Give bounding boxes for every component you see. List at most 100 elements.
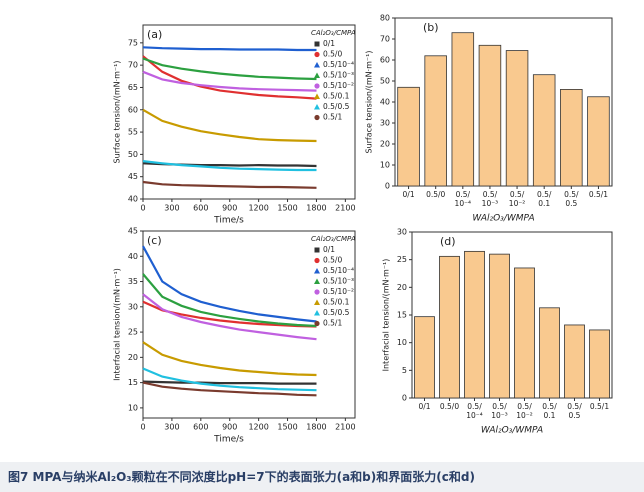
x-tick-label: 2100 xyxy=(335,204,355,213)
bar xyxy=(505,50,529,187)
legend-marker xyxy=(314,320,320,327)
y-tick-label: 20 xyxy=(380,140,390,149)
y-tick-label: 70 xyxy=(380,35,390,44)
series-line xyxy=(142,108,317,143)
bar xyxy=(539,307,560,399)
x-tick-label: 0.5/ xyxy=(542,402,557,411)
legend-label: 0.5/0.1 xyxy=(323,298,350,307)
y-axis-label: Surface tension/(mN·m⁻¹) xyxy=(113,61,122,164)
x-axis-label: WAl₂O₃/WMPA xyxy=(472,214,534,224)
y-tick-label: 60 xyxy=(128,105,138,114)
x-tick-label: 0.5/ xyxy=(467,402,482,411)
legend-label: 0/1 xyxy=(323,245,335,254)
x-tick-label: 900 xyxy=(222,423,237,432)
x-tick-label: 0/1 xyxy=(418,402,430,411)
panel-label: (c) xyxy=(147,234,162,247)
x-tick-label: 900 xyxy=(222,204,237,213)
legend-marker xyxy=(314,278,320,284)
plot-frame xyxy=(142,230,356,419)
bar xyxy=(589,329,610,399)
y-tick-label: 45 xyxy=(128,172,138,181)
bar xyxy=(514,267,535,399)
series-line xyxy=(142,160,317,172)
y-tick-label: 10 xyxy=(380,161,390,170)
panel-label: (b) xyxy=(423,21,439,34)
legend-label: 0.5/10⁻⁴ xyxy=(323,266,354,275)
y-tick-label: 25 xyxy=(397,255,407,264)
bar xyxy=(532,74,556,187)
x-tick-label: 1800 xyxy=(306,423,326,432)
y-tick-label: 20 xyxy=(397,283,407,292)
y-tick-label: 45 xyxy=(128,227,138,236)
legend-marker xyxy=(314,104,320,110)
y-tick-label: 15 xyxy=(397,311,407,320)
y-tick-label: 30 xyxy=(128,302,138,311)
legend-label: 0.5/1 xyxy=(323,319,342,328)
series-line xyxy=(142,293,317,341)
y-tick-label: 40 xyxy=(128,252,138,261)
series-line xyxy=(142,245,317,323)
series-line xyxy=(142,57,317,81)
x-tick-label: 10⁻³ xyxy=(482,199,499,208)
bar xyxy=(439,255,460,399)
x-tick-label: 0 xyxy=(140,423,145,432)
series-line xyxy=(142,55,317,100)
bar xyxy=(451,32,475,187)
legend-label: 0.5/0 xyxy=(323,256,342,265)
y-tick-label: 50 xyxy=(380,77,390,86)
x-tick-label: 0.1 xyxy=(544,411,556,420)
legend-label: 0.5/0.5 xyxy=(323,102,350,111)
x-tick-label: 0.5/ xyxy=(567,402,582,411)
x-tick-label: 600 xyxy=(193,423,208,432)
x-tick-label: 1800 xyxy=(306,204,326,213)
x-tick-label: 0.5/ xyxy=(537,190,552,199)
x-tick-label: 0.5/1 xyxy=(590,402,609,411)
bar xyxy=(414,316,435,399)
x-tick-label: 1200 xyxy=(248,423,268,432)
legend-label: 0.5/10⁻⁴ xyxy=(323,60,354,69)
x-tick-label: 600 xyxy=(193,204,208,213)
y-tick-label: 0 xyxy=(385,182,390,191)
x-tick-label: 1500 xyxy=(277,423,297,432)
y-tick-label: 40 xyxy=(380,98,390,107)
x-tick-label: 10⁻² xyxy=(509,199,526,208)
bar xyxy=(424,55,447,187)
caption: 图7 MPA与纳米Al₂O₃颗粒在不同浓度比pH=7下的表面张力(a和b)和界面… xyxy=(0,462,644,492)
series-line xyxy=(142,367,317,392)
panel-label: (d) xyxy=(440,235,456,248)
y-axis-label: Interfacial tension/(mN·m⁻¹) xyxy=(382,259,391,372)
bar xyxy=(397,86,420,187)
legend-marker xyxy=(314,41,320,47)
y-tick-label: 80 xyxy=(380,14,390,23)
legend-label: 0/1 xyxy=(323,39,335,48)
legend-title: CAl₂O₃/CMPA xyxy=(311,235,356,243)
series-line xyxy=(142,341,317,377)
x-tick-label: 2100 xyxy=(335,423,355,432)
series-line xyxy=(142,180,317,189)
legend-marker xyxy=(314,289,320,295)
x-tick-label: 0.5/ xyxy=(517,402,532,411)
series-line xyxy=(142,381,317,397)
legend-label: 0.5/10⁻² xyxy=(323,81,354,90)
x-tick-label: 0 xyxy=(140,204,145,213)
legend-label: 0.5/0 xyxy=(323,50,342,59)
y-tick-label: 70 xyxy=(128,61,138,70)
panel-label: (a) xyxy=(147,28,162,41)
legend-marker xyxy=(314,72,320,78)
bar xyxy=(587,96,610,187)
y-axis-label: Interfacial tension/(mN·m⁻¹) xyxy=(113,268,122,381)
y-tick-label: 20 xyxy=(128,353,138,362)
x-tick-label: 0.5 xyxy=(565,199,577,208)
legend-marker xyxy=(314,93,320,99)
y-tick-label: 50 xyxy=(128,150,138,159)
series-line xyxy=(142,46,317,52)
legend-marker xyxy=(314,114,320,121)
legend-label: 0.5/10⁻² xyxy=(323,287,354,296)
x-tick-label: 10⁻⁴ xyxy=(455,199,472,208)
y-tick-label: 30 xyxy=(397,228,407,237)
series-line xyxy=(142,273,317,328)
y-tick-label: 55 xyxy=(128,128,138,137)
series-line xyxy=(142,380,317,385)
x-axis-label: Time/s xyxy=(213,216,244,226)
